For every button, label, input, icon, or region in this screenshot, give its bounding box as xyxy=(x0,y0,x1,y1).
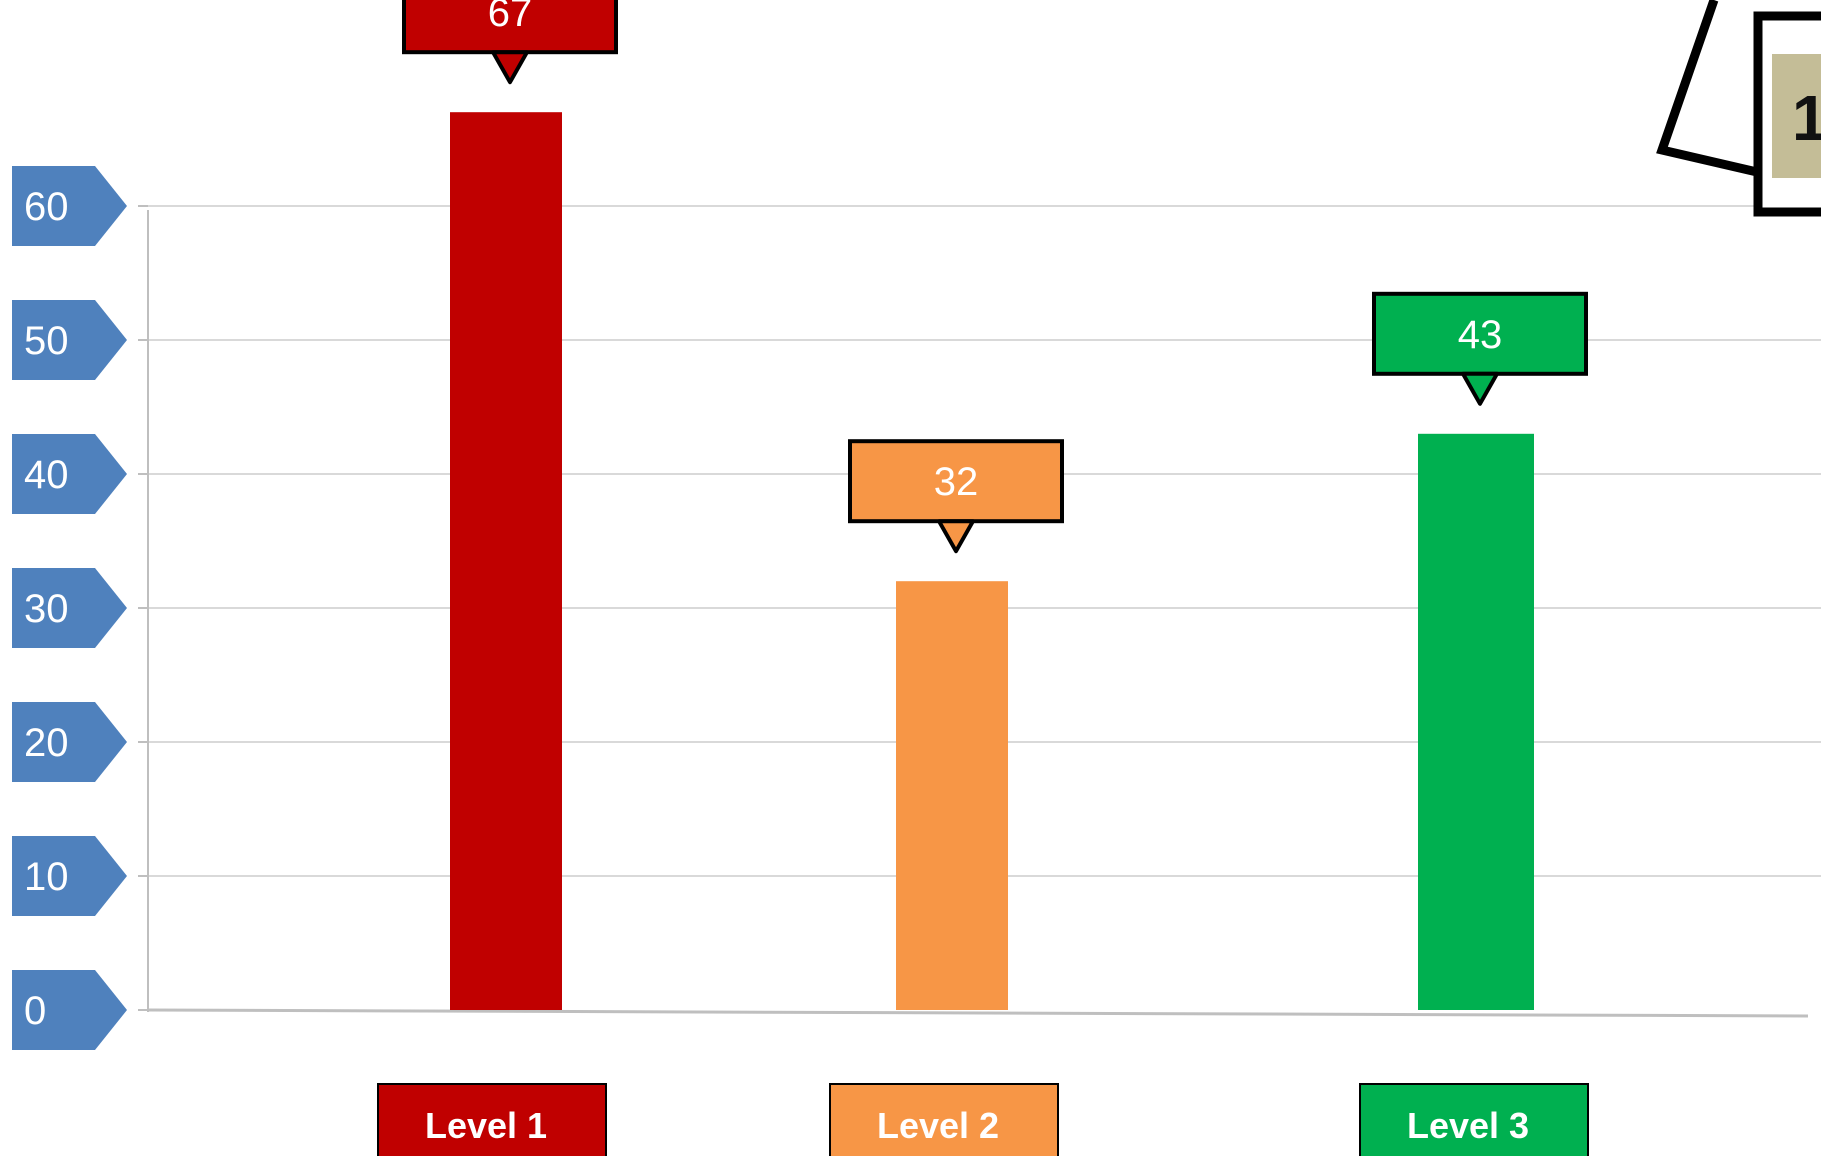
y-tick-label: 60 xyxy=(24,185,69,229)
y-tick-marker xyxy=(12,300,127,380)
value-callout-pointer xyxy=(491,50,529,85)
y-tick-label: 10 xyxy=(24,855,69,899)
category-labels: Level 1 Level 2 Level 3 xyxy=(377,1083,1589,1156)
y-tick: 10 xyxy=(12,836,127,916)
category-label-box xyxy=(1359,1083,1589,1156)
y-tick: 40 xyxy=(12,434,127,514)
value-callout-pointer xyxy=(1461,371,1499,406)
x-axis-line xyxy=(147,1008,1809,1018)
y-tick-marker xyxy=(12,836,127,916)
corner-callout-fill xyxy=(1772,54,1821,178)
y-tick-marker xyxy=(12,702,127,782)
y-tick-marker xyxy=(12,568,127,648)
value-callout: 32 xyxy=(848,439,1064,554)
category-label-text: Level 3 xyxy=(1407,1105,1529,1146)
bar xyxy=(450,112,562,1010)
value-callout: 43 xyxy=(1372,291,1588,406)
value-callout-box xyxy=(402,0,618,55)
bars xyxy=(450,112,1534,1010)
y-tick: 20 xyxy=(12,702,127,782)
corner-callout: 1 xyxy=(1656,0,1821,217)
y-tick-label: 20 xyxy=(24,721,69,765)
y-tick-marker xyxy=(12,970,127,1050)
axes xyxy=(147,210,1809,1018)
value-callout-pointer xyxy=(937,519,975,554)
corner-callout-pointer xyxy=(1656,0,1759,177)
category-label: Level 2 xyxy=(829,1083,1059,1156)
value-callout-label: 43 xyxy=(1458,313,1503,357)
y-tick-label: 0 xyxy=(24,989,46,1033)
category-label-box xyxy=(377,1083,607,1156)
value-callout-label: 32 xyxy=(934,460,979,504)
y-tick-marker xyxy=(12,166,127,246)
value-callout-box xyxy=(1372,291,1588,376)
value-callout-label: 67 xyxy=(488,0,533,35)
bar xyxy=(896,581,1008,1010)
category-label-text: Level 2 xyxy=(877,1105,999,1146)
bar xyxy=(1418,433,1534,1010)
y-tick-label: 30 xyxy=(24,587,69,631)
y-tick-label: 40 xyxy=(24,453,69,497)
value-callout-box xyxy=(848,439,1064,524)
y-tick: 50 xyxy=(12,300,127,380)
y-axis-ticks: 0 10 20 30 40 50 60 xyxy=(12,166,148,1050)
corner-callout-text: 1 xyxy=(1792,82,1821,154)
data-labels: 67 32 43 xyxy=(402,0,1588,554)
y-tick-marker xyxy=(12,434,127,514)
y-tick: 0 xyxy=(12,970,127,1050)
value-callout: 67 xyxy=(402,0,618,85)
category-label: Level 1 xyxy=(377,1083,607,1156)
category-label: Level 3 xyxy=(1359,1083,1589,1156)
y-tick: 30 xyxy=(12,568,127,648)
category-label-text: Level 1 xyxy=(425,1105,547,1146)
y-tick: 60 xyxy=(12,166,127,246)
y-tick-label: 50 xyxy=(24,319,69,363)
category-label-box xyxy=(829,1083,1059,1156)
